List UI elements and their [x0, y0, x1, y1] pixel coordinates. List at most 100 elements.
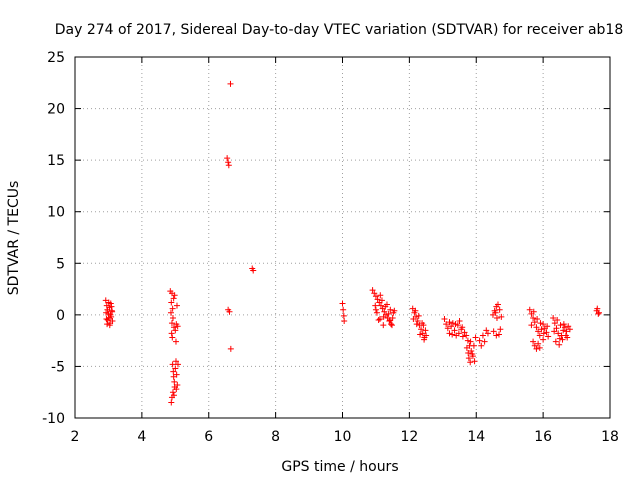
data-point [595, 309, 602, 316]
data-point [376, 315, 383, 322]
data-point [550, 314, 557, 321]
data-point [339, 300, 346, 307]
data-point [556, 341, 563, 348]
y-tick-label: 20 [47, 102, 65, 118]
data-point [419, 330, 426, 337]
x-tick-label: 2 [71, 429, 80, 445]
data-point [467, 359, 474, 366]
data-point [374, 296, 381, 303]
data-point [497, 326, 504, 333]
data-point [536, 344, 543, 351]
data-point [168, 330, 175, 337]
data-point [565, 323, 572, 330]
data-point [417, 331, 424, 338]
data-point [467, 338, 474, 345]
data-point [540, 330, 547, 337]
data-point [170, 392, 177, 399]
data-point [552, 338, 559, 345]
data-point [170, 295, 177, 302]
data-point [465, 350, 472, 357]
data-point [441, 315, 448, 322]
data-point [531, 342, 538, 349]
data-point [172, 338, 179, 345]
data-point [174, 381, 181, 388]
data-point [380, 313, 387, 320]
data-point [167, 309, 174, 316]
data-point [106, 322, 113, 329]
data-point [535, 340, 542, 347]
data-point [171, 292, 178, 299]
data-point [555, 330, 562, 337]
x-tick-label: 16 [534, 429, 552, 445]
data-point [470, 342, 477, 349]
data-point [421, 336, 428, 343]
data-point [560, 327, 567, 334]
data-point [383, 301, 390, 308]
data-point [528, 322, 535, 329]
data-point [446, 330, 453, 337]
data-point [495, 331, 502, 338]
data-point [463, 344, 470, 351]
data-point [451, 327, 458, 334]
data-point [372, 302, 379, 309]
data-point [465, 355, 472, 362]
data-point [226, 308, 233, 315]
data-point [463, 332, 470, 339]
data-point [388, 322, 395, 329]
data-point [227, 80, 234, 87]
data-point [560, 321, 567, 328]
data-point [171, 378, 178, 385]
data-point [418, 326, 425, 333]
data-point [372, 293, 379, 300]
data-point [459, 324, 466, 331]
data-point [533, 324, 540, 331]
data-point [341, 318, 348, 325]
data-point [371, 290, 378, 297]
data-point [443, 321, 450, 328]
data-point [566, 326, 573, 333]
x-tick-label: 18 [601, 429, 619, 445]
data-point [484, 330, 491, 337]
x-tick-label: 10 [334, 429, 352, 445]
data-point [169, 334, 176, 341]
x-tick-label: 4 [137, 429, 146, 445]
x-tick-label: 8 [271, 429, 280, 445]
data-point [108, 303, 115, 310]
data-point [554, 317, 561, 324]
data-point [387, 321, 394, 328]
data-point [169, 314, 176, 321]
data-point [423, 332, 430, 339]
data-point [109, 308, 116, 315]
y-tick-label: -5 [51, 359, 65, 375]
data-point [545, 333, 552, 340]
data-point [530, 314, 537, 321]
data-point [174, 361, 181, 368]
chart-title: Day 274 of 2017, Sidereal Day-to-day VTE… [55, 22, 624, 38]
data-point [170, 373, 177, 380]
data-point [172, 358, 179, 365]
data-point [479, 332, 486, 339]
data-point [380, 322, 387, 329]
data-point [540, 336, 547, 343]
data-point [102, 297, 109, 304]
data-point [534, 315, 541, 322]
data-point [446, 319, 453, 326]
data-point [494, 301, 501, 308]
y-tick-label: 5 [56, 256, 65, 272]
data-point [103, 309, 110, 316]
data-point [471, 358, 478, 365]
data-point [386, 318, 393, 325]
data-point [455, 330, 462, 337]
data-point [540, 321, 547, 328]
data-point [493, 332, 500, 339]
data-point [559, 336, 566, 343]
data-point [410, 315, 417, 322]
data-point [531, 319, 538, 326]
data-point [412, 307, 419, 314]
data-point [372, 306, 379, 313]
grid [75, 57, 610, 418]
y-tick-label: 0 [56, 308, 65, 324]
data-point [553, 325, 560, 332]
data-point [564, 334, 571, 341]
